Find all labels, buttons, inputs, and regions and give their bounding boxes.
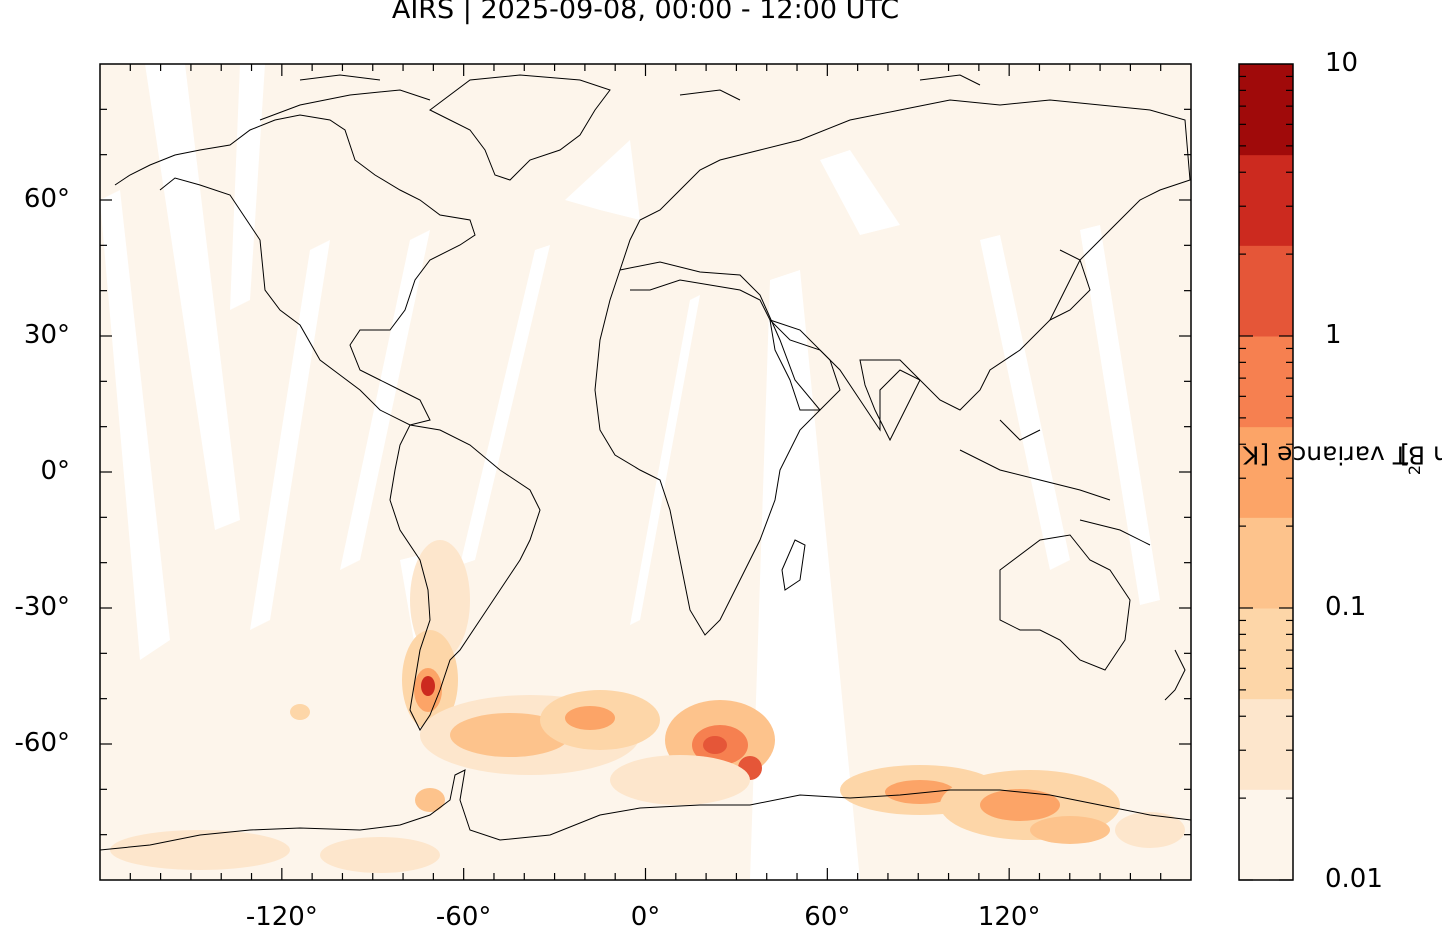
colorbar-segment [1239,789,1293,881]
chart-title: AIRS | 2025-09-08, 00:00 - 12:00 UTC [391,0,900,25]
variance-blob [703,736,727,754]
x-tick-label: -120° [245,902,318,932]
coastline-africa [594,261,821,636]
variance-blob [885,780,955,804]
colorbar-segment [1239,154,1293,246]
colorbar-tick-label: 10 [1325,48,1359,78]
variance-blob [110,830,290,870]
colorbar-tick-label: 1 [1325,320,1342,350]
colorbar-tick-label: 0.01 [1325,864,1383,894]
coastline-japan [1049,249,1091,321]
swath-gap [820,150,900,235]
variance-blob [980,789,1060,821]
coastline-indonesia [959,419,1151,546]
x-tick-label: 60° [804,902,851,932]
swath-gap [460,245,550,565]
y-tick-label: -60° [14,728,70,758]
variance-blob [450,713,570,757]
coastline-antarctica [99,769,1192,851]
colorbar-segment [1239,336,1293,428]
variance-blob [1115,812,1185,848]
coastline-arctic-islands [259,74,981,121]
swath-gap [980,235,1070,570]
y-tick-label: 0° [40,456,70,486]
map-background [100,64,1191,880]
colorbar-segment [1239,517,1293,609]
x-tick-label: 0° [630,902,661,932]
colorbar-segment [1239,426,1293,518]
variance-field [110,540,1185,873]
swath-gap [750,270,860,880]
coastline-greenland [429,74,611,181]
colorbar-segment [1239,245,1293,337]
colorbar-tick-label: 0.1 [1325,592,1367,622]
colorbar-frame [1238,63,1294,881]
coastline-new-zealand [1164,649,1186,701]
x-tick-label: -60° [435,902,492,932]
variance-blob [565,706,615,730]
swath-gap [230,64,265,310]
variance-blob [610,755,750,805]
y-tick-label: 60° [23,184,70,214]
coastline-arabia [769,319,841,411]
coastline-india [859,359,921,442]
y-tick-label: 30° [23,320,70,350]
coastline-madagascar [781,539,806,591]
coastline-australia [999,534,1131,671]
coastline-eurasia [619,99,1191,432]
variance-blob [421,676,435,696]
swath-gap [565,140,640,220]
colorbar-segment [1239,698,1293,790]
coastline-south-america [389,424,541,731]
swath-gap [250,240,330,630]
colorbar [1239,64,1293,881]
coastline-north-america [114,114,476,426]
x-tick-label: 120° [977,902,1041,932]
swath-gap [100,190,170,660]
swath-gap [630,295,700,625]
colorbar-segment [1239,64,1293,156]
y-tick-label: -30° [14,592,70,622]
colorbar-tick-marks [1239,75,1293,881]
tick-marks [100,64,1191,880]
variance-blob [415,788,445,812]
colorbar-segment [1239,608,1293,700]
coastlines [99,74,1192,851]
variance-blob [1030,816,1110,844]
variance-blob [320,837,440,873]
variance-blob [290,704,310,720]
swath-gap [1080,225,1160,605]
variance-blob [410,540,470,660]
swath-gap [145,64,240,530]
swath-gaps [100,64,1160,880]
swath-gap [340,230,430,570]
